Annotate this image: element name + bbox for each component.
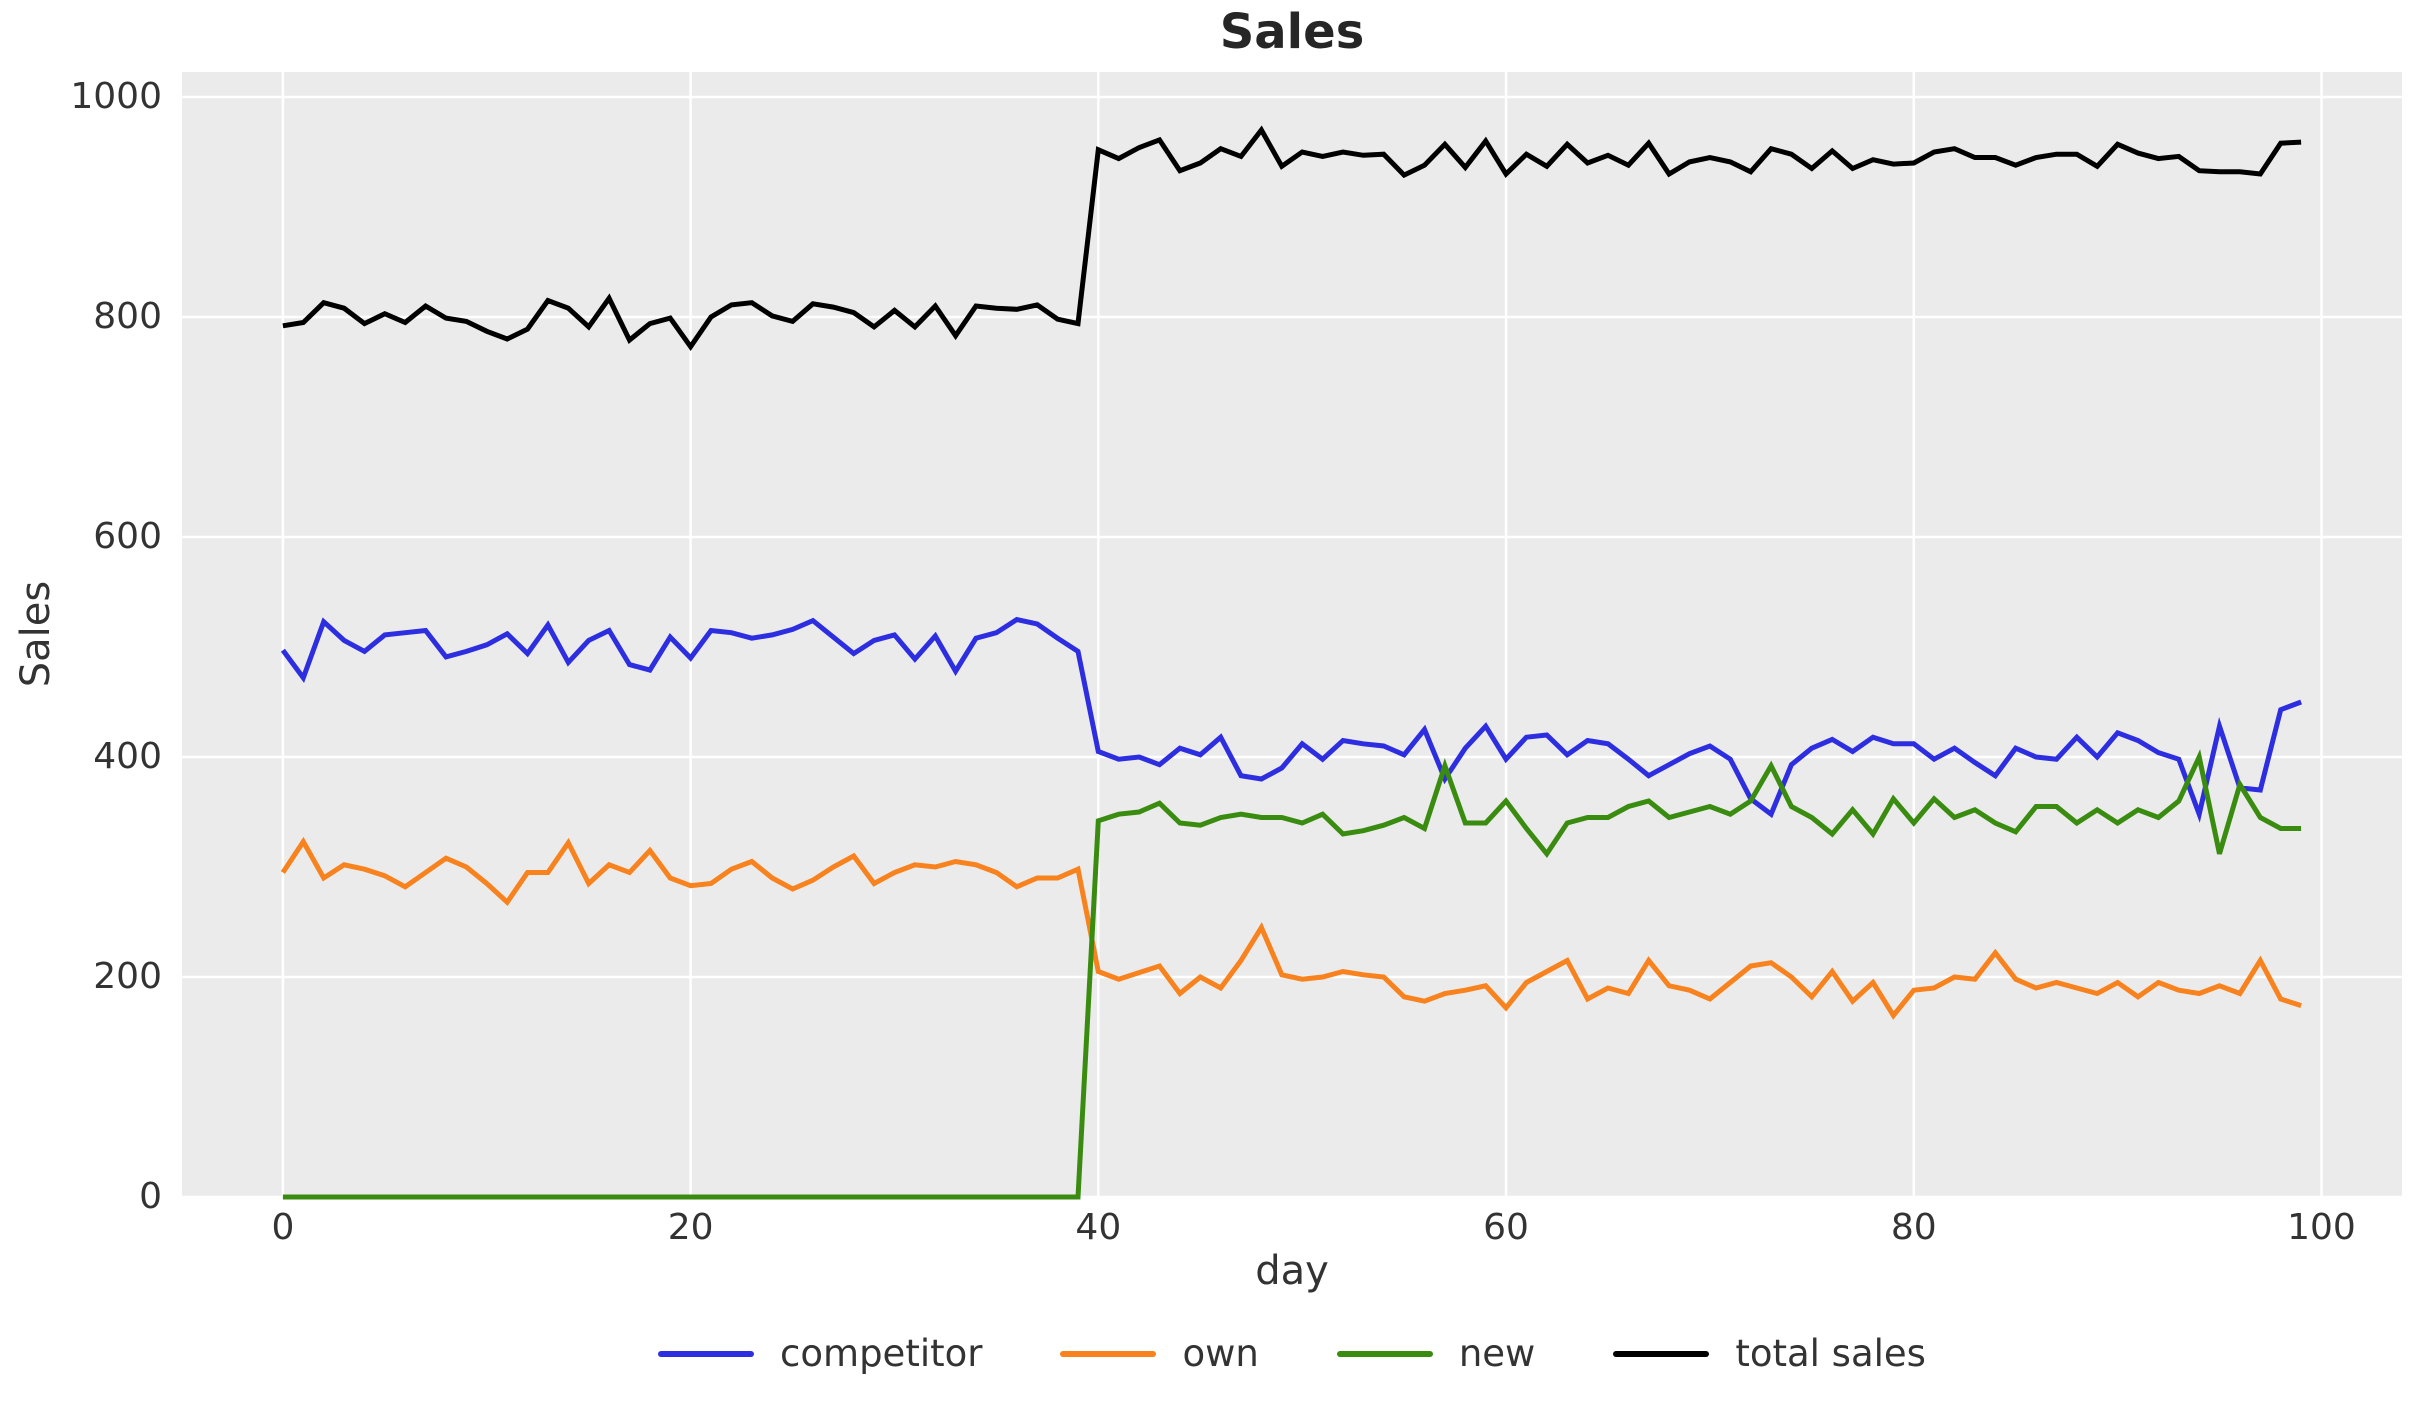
x-tick-label: 60 — [1483, 1207, 1529, 1248]
y-tick-label: 200 — [93, 955, 162, 997]
y-tick-label: 800 — [93, 295, 162, 337]
x-tick-label: 20 — [667, 1207, 714, 1248]
y-tick-label: 400 — [93, 735, 162, 777]
legend-item-own: own — [1060, 1332, 1259, 1375]
chart-title: Sales — [1219, 4, 1365, 60]
series-line-own — [280, 836, 2302, 1020]
x-tick-label: 0 — [271, 1207, 295, 1248]
legend-swatch-competitor — [658, 1350, 755, 1357]
legend-swatch-new — [1336, 1350, 1433, 1357]
legend-item-new: new — [1336, 1332, 1536, 1375]
series-line-competitor — [280, 616, 2302, 823]
legend: competitor own new total sales — [182, 1332, 2402, 1375]
legend-swatch-total-sales — [1613, 1350, 1710, 1357]
legend-label: new — [1458, 1332, 1536, 1375]
legend-swatch-own — [1060, 1350, 1157, 1357]
legend-label: own — [1182, 1332, 1259, 1375]
x-axis-label: day — [1255, 1248, 1329, 1294]
legend-label: competitor — [780, 1332, 983, 1375]
x-tick-label: 40 — [1075, 1207, 1122, 1248]
y-axis-label: Sales — [13, 580, 59, 688]
series-line-total-sales — [282, 125, 2302, 352]
x-tick-label: 80 — [1890, 1207, 1937, 1248]
y-tick-label: 1000 — [70, 75, 162, 117]
plot-canvas — [182, 72, 2402, 1200]
y-tick-label: 0 — [139, 1176, 162, 1217]
x-tick-label: 100 — [2287, 1207, 2356, 1248]
plot-area — [182, 72, 2402, 1200]
legend-item-total-sales: total sales — [1613, 1332, 1926, 1375]
y-tick-label: 600 — [93, 515, 162, 557]
series-line-new — [282, 749, 2302, 1200]
legend-item-competitor: competitor — [658, 1332, 982, 1375]
legend-label: total sales — [1735, 1332, 1926, 1375]
